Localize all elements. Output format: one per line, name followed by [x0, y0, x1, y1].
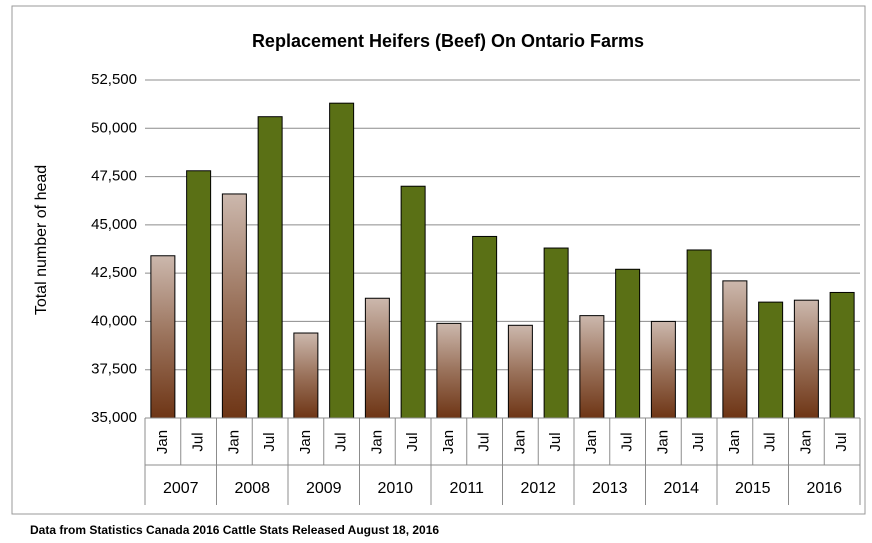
bar [758, 301, 784, 419]
x-tick-label: Jul [547, 432, 564, 451]
footnote: Data from Statistics Canada 2016 Cattle … [30, 523, 439, 537]
bar [400, 185, 426, 419]
group-label: 2014 [663, 480, 699, 497]
x-tick-label: Jan [440, 430, 457, 454]
group-label: 2012 [520, 480, 556, 497]
y-tick-label: 37,500 [91, 361, 137, 378]
bar [722, 280, 748, 419]
group-label: 2013 [592, 480, 628, 497]
x-tick-label: Jan [225, 430, 242, 454]
x-tick-label: Jul [261, 432, 278, 451]
y-tick-label: 35,000 [91, 409, 137, 426]
bar [329, 102, 355, 419]
bar [150, 255, 176, 419]
x-tick-label: Jan [511, 430, 528, 454]
group-label: 2016 [806, 480, 842, 497]
x-tick-label: Jan [654, 430, 671, 454]
x-tick-label: Jan [368, 430, 385, 454]
bar [257, 116, 283, 419]
x-tick-label: Jul [476, 432, 493, 451]
bar [436, 322, 462, 419]
bar [186, 170, 212, 419]
group-label: 2015 [735, 480, 771, 497]
bar [507, 324, 533, 419]
x-tick-label: Jan [154, 430, 171, 454]
group-label: 2008 [234, 480, 270, 497]
x-tick-label: Jan [797, 430, 814, 454]
x-tick-label: Jul [190, 432, 207, 451]
bar [364, 297, 390, 419]
group-label: 2010 [377, 480, 413, 497]
x-tick-label: Jul [762, 432, 779, 451]
x-tick-label: Jul [333, 432, 350, 451]
bar [829, 291, 855, 419]
group-label: 2007 [163, 480, 199, 497]
bar [615, 268, 641, 419]
bar [793, 299, 819, 419]
bar [650, 320, 676, 419]
y-tick-label: 50,000 [91, 119, 137, 136]
y-axis-label: Total number of head [33, 165, 50, 315]
bar [472, 235, 498, 419]
x-tick-label: Jan [297, 430, 314, 454]
chart-title: Replacement Heifers (Beef) On Ontario Fa… [252, 31, 644, 51]
x-tick-label: Jul [833, 432, 850, 451]
y-tick-label: 42,500 [91, 264, 137, 281]
y-tick-label: 45,000 [91, 216, 137, 233]
group-label: 2011 [450, 480, 485, 497]
bar [579, 315, 605, 419]
x-tick-label: Jul [404, 432, 421, 451]
bar [221, 193, 247, 419]
x-tick-label: Jan [583, 430, 600, 454]
x-tick-label: Jan [726, 430, 743, 454]
x-tick-label: Jul [619, 432, 636, 451]
y-tick-label: 40,000 [91, 312, 137, 329]
bar [543, 247, 569, 419]
bar [686, 249, 712, 419]
group-label: 2009 [306, 480, 342, 497]
y-tick-label: 52,500 [91, 71, 137, 88]
x-tick-label: Jul [690, 432, 707, 451]
bar [293, 332, 319, 419]
y-tick-label: 47,500 [91, 168, 137, 185]
